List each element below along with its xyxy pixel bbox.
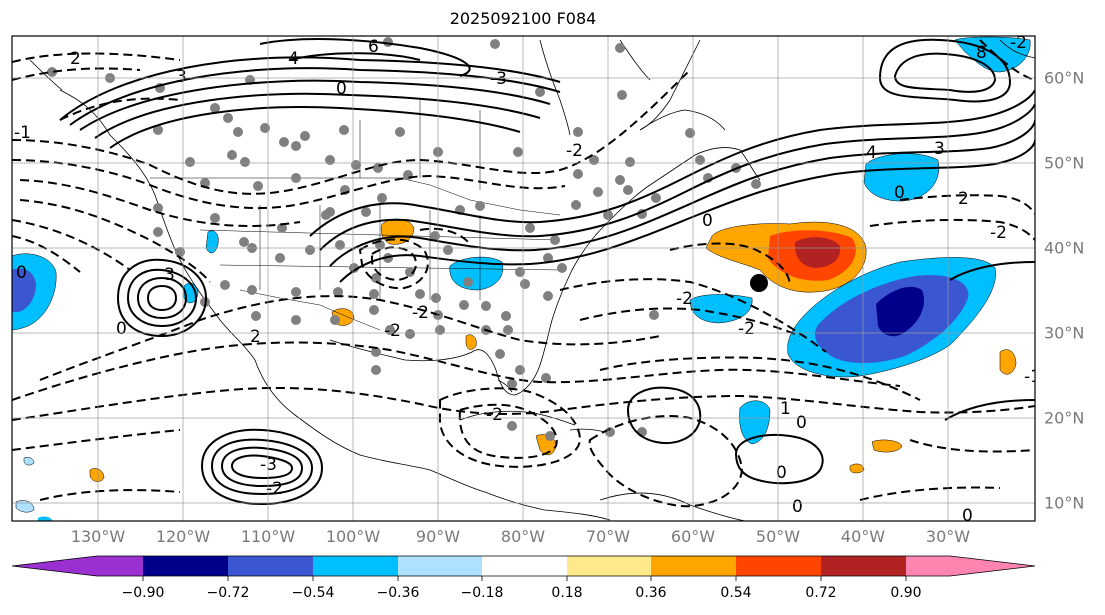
contour-label: 0 [894,183,905,203]
contour-label: 0 [116,319,127,339]
contour-label: 0 [776,463,787,483]
lon-label: 100°W [325,527,381,546]
map-frame [11,35,1036,522]
colorbar-segment [651,556,736,576]
lat-label: 50°N [1044,153,1085,173]
colorbar-segment [228,556,313,576]
contour-label: 4 [866,143,877,163]
colorbar-tick-label: 0.54 [720,585,752,601]
lat-label: 40°N [1044,238,1085,258]
colorbar-tick-label: 0.72 [805,585,837,601]
colorbar-tick-label: −0.36 [376,585,420,601]
contour-label: 4 [288,49,299,69]
lon-label: 70°W [585,527,631,546]
lat-label: 30°N [1044,323,1085,343]
colorbar-segment [398,556,482,576]
contour-label: 2 [958,189,969,209]
contour-label: 0 [702,211,713,231]
gridlines [12,36,1035,521]
colorbar-tick-label: 0.18 [551,585,583,601]
colorbar-tick-label: 0.90 [890,585,922,601]
contour-label: -1 [1024,367,1041,387]
lat-label: 20°N [1044,408,1085,428]
contour-label: 1 [780,399,791,419]
contour-label: -2 [566,141,583,161]
lon-label: 110°W [240,527,296,546]
colorbar-extend-high [950,556,1035,576]
colorbar-segment [567,556,651,576]
contour-label: -3 [490,69,507,89]
contour-label: -2 [412,303,429,323]
colorbar-tick-label: 0.36 [635,585,667,601]
contour-label: 2 [70,49,81,69]
contour-label: 0 [796,413,807,433]
contour-label: 0 [336,79,347,99]
contour-label: 8 [976,43,987,63]
lon-label: 30°W [925,527,971,546]
lon-label: 50°W [755,527,801,546]
colorbar-tick-label: −0.18 [460,585,504,601]
lon-label: 40°W [840,527,886,546]
contour-label: -1 [14,123,31,143]
lon-label: 90°W [415,527,461,546]
contour-label: 2 [250,327,261,347]
lon-label: 130°W [70,527,126,546]
colorbar [11,555,1036,581]
lon-label: 120°W [155,527,211,546]
solid-contours [59,38,1035,506]
colorbar-tick-label: −0.72 [206,585,250,601]
contour-label: -2 [990,223,1007,243]
contour-label: 3 [934,139,945,159]
lat-label: 60°N [1044,68,1085,88]
contour-label: 3 [176,67,187,87]
colorbar-extend-low [12,556,97,576]
contour-label: -2 [266,479,283,499]
map-title: 2025092100 F084 [449,9,597,28]
colorbar-segment [143,556,228,576]
contour-label: 0 [792,497,803,517]
contour-label: 6 [368,37,379,57]
lat-label: 10°N [1044,493,1085,513]
contour-labels: 6 4 3 2 0 -2 -3 4 3 0 2 -2 -2 3 -2 0 -2 … [14,33,1041,526]
contour-label: 0 [962,506,973,526]
lon-label: 60°W [670,527,716,546]
colorbar-tick-label: −0.90 [121,585,165,601]
contour-label: 3 [164,265,175,285]
colorbar-segment [906,556,950,576]
colorbar-segment [482,556,567,576]
contour-label: -2 [676,289,693,309]
contour-label: -2 [384,321,401,341]
colorbar-segment [313,556,398,576]
contour-label: -2 [1010,33,1027,53]
colorbar-segment [736,556,821,576]
colorbar-tick-label: −0.54 [291,585,335,601]
colorbar-segment [821,556,906,576]
shaded-fields [12,36,1031,521]
storm-center-marker [750,274,768,292]
lon-label: 80°W [500,527,546,546]
contour-label: -2 [486,405,503,425]
contour-label: 0 [16,263,27,283]
contour-label: -2 [738,319,755,339]
